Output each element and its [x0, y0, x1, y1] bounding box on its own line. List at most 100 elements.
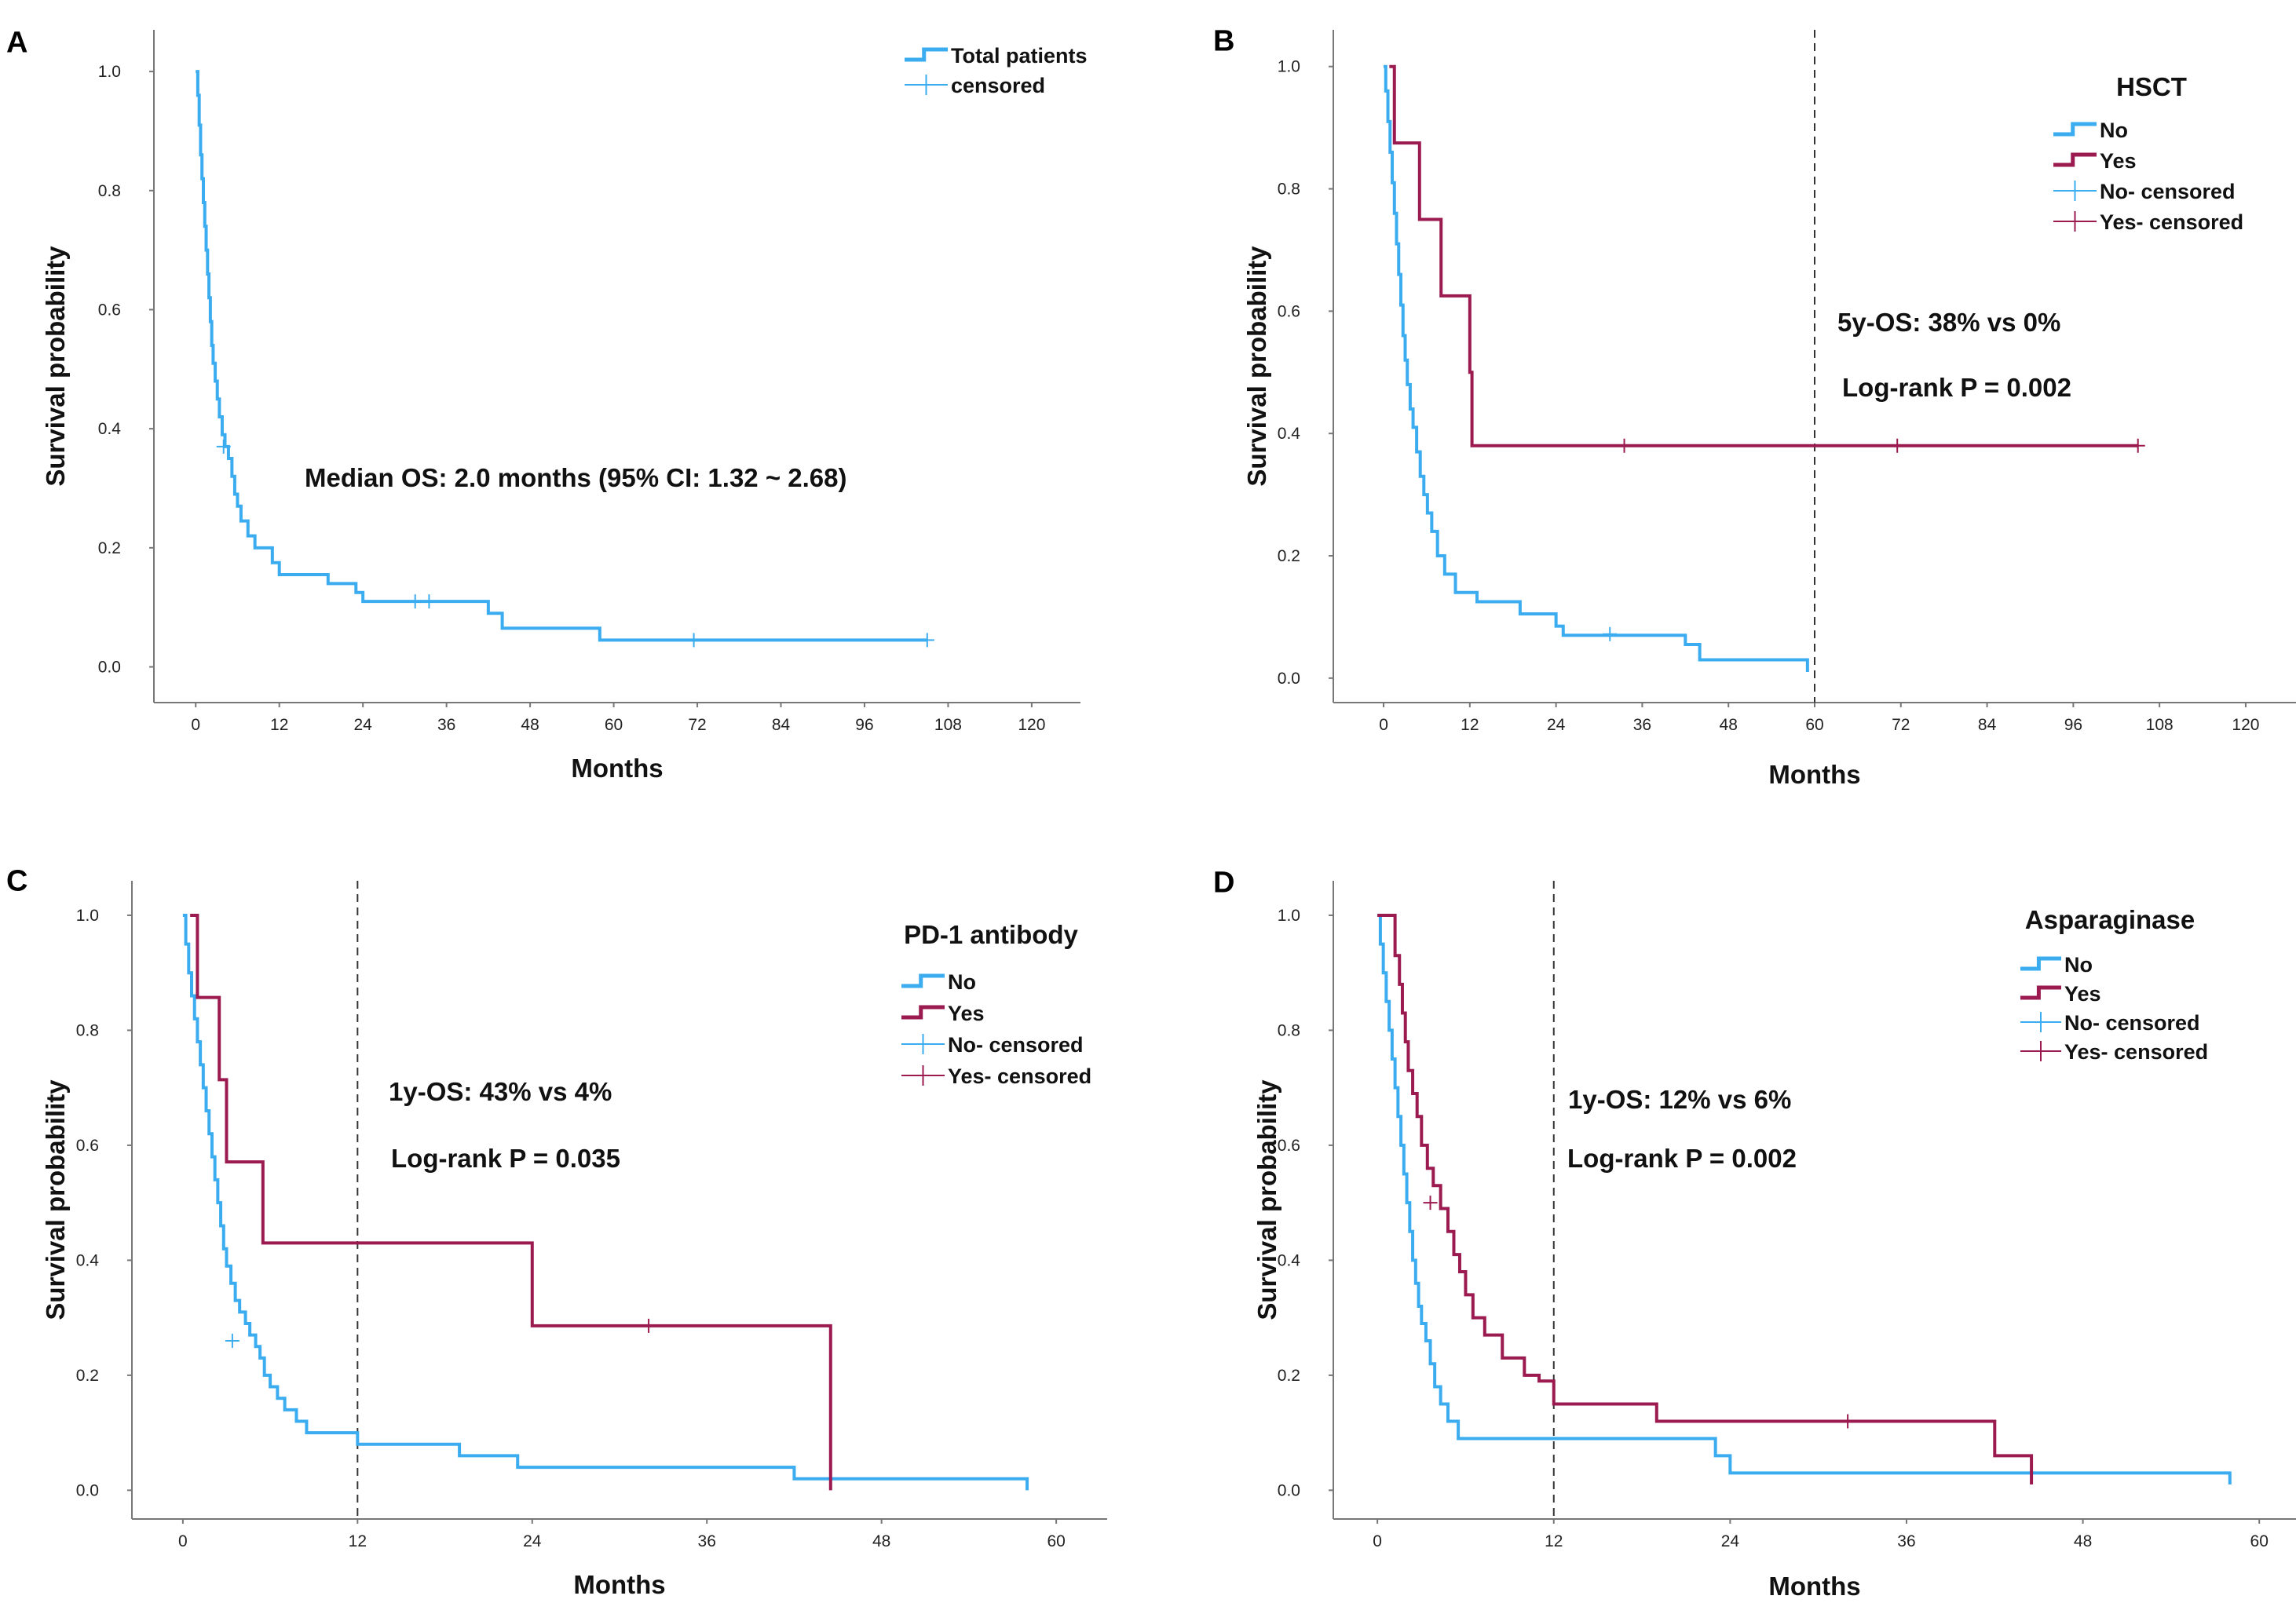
- legend-title: Asparaginase: [2025, 905, 2195, 934]
- legend-key-line: [2020, 985, 2061, 1000]
- x-tick-label: 12: [270, 716, 288, 734]
- legend-censored-label: No- censored: [2064, 1011, 2200, 1035]
- y-tick-label: 0.6: [1278, 302, 1300, 320]
- km-curve-yes: [190, 913, 832, 1491]
- censor-mark: [1617, 438, 1632, 453]
- annotation-text: 5y-OS: 38% vs 0%: [1837, 308, 2060, 337]
- panel-letter: C: [6, 864, 27, 897]
- x-tick-label: 120: [1018, 716, 1045, 734]
- legend-key-censor: [901, 1034, 945, 1054]
- x-tick-label: 96: [855, 716, 873, 734]
- x-tick-label: 84: [1978, 716, 1997, 734]
- annotation-text: 1y-OS: 43% vs 4%: [389, 1077, 612, 1106]
- x-tick-label: 24: [1721, 1532, 1740, 1550]
- censor-mark: [919, 633, 934, 648]
- km-curve-no: [182, 913, 1029, 1491]
- x-tick-label: 0: [191, 716, 200, 734]
- x-tick-label: 24: [353, 716, 372, 734]
- legend-key-line: [2053, 152, 2097, 167]
- y-tick-label: 0.8: [98, 182, 121, 200]
- panel-letter: D: [1213, 866, 1234, 899]
- censor-mark: [216, 439, 231, 454]
- y-tick-label: 0.0: [76, 1481, 99, 1499]
- y-tick-label: 1.0: [98, 63, 121, 81]
- legend-censored-label: Yes- censored: [2064, 1040, 2208, 1064]
- x-tick-label: 0: [1379, 716, 1388, 734]
- annotation-text: 1y-OS: 12% vs 6%: [1568, 1085, 1791, 1114]
- x-tick-label: 108: [934, 716, 962, 734]
- annotation-text: Log-rank P = 0.002: [1842, 373, 2071, 402]
- x-tick-label: 12: [1461, 716, 1479, 734]
- legend-label: No: [2100, 119, 2128, 142]
- legend-censored-label: Yes- censored: [2100, 210, 2243, 234]
- legend-censored-label: censored: [951, 74, 1045, 97]
- legend-key-line: [2020, 956, 2061, 971]
- y-tick-label: 1.0: [76, 907, 99, 925]
- y-tick-label: 0.6: [1278, 1137, 1300, 1155]
- x-tick-label: 36: [1633, 716, 1651, 734]
- legend-key-censor: [2020, 1012, 2061, 1032]
- panel-a: A 0.0 0.2 0.4 0.6 0.8 1.0 0 12 24 36 48 60 72 84 96 108 1…: [6, 26, 1088, 783]
- y-axis-title: Survival probability: [41, 1079, 70, 1320]
- panel-letter: B: [1213, 24, 1234, 57]
- x-tick-label: 72: [688, 716, 706, 734]
- legend-key-censor: [905, 75, 948, 95]
- censor-mark: [408, 594, 422, 609]
- y-tick-label: 1.0: [1278, 907, 1300, 925]
- y-axis-title: Survival probability: [41, 246, 70, 487]
- y-tick-label: 0.4: [1278, 1251, 1301, 1269]
- annotation-text: Log-rank P = 0.002: [1567, 1144, 1797, 1173]
- legend-key-censor: [901, 1065, 945, 1086]
- x-tick-label: 60: [1047, 1532, 1065, 1550]
- x-tick-label: 0: [1373, 1532, 1382, 1550]
- legend-key-line: [2053, 122, 2097, 137]
- legend-label: Yes: [2100, 149, 2137, 173]
- y-tick-label: 0.6: [76, 1137, 99, 1155]
- panel-d: D 0.0 0.2 0.4 0.6 0.8 1.0 0 12 24 36 48 60 Months Surv…: [1213, 866, 2296, 1601]
- panel-b: B 0.0 0.2 0.4 0.6 0.8 1.0 0 12 24 36 48 60 72 84 96 108 1…: [1213, 24, 2296, 789]
- km-curve-no: [1384, 64, 1809, 673]
- x-axis-title: Months: [571, 754, 663, 783]
- x-tick-label: 36: [437, 716, 455, 734]
- y-tick-label: 0.0: [1278, 670, 1300, 688]
- x-tick-label: 120: [2232, 716, 2259, 734]
- x-tick-label: 24: [1547, 716, 1566, 734]
- y-tick-label: 0.8: [1278, 1021, 1300, 1039]
- x-tick-label: 48: [1720, 716, 1738, 734]
- panel-letter: A: [6, 26, 27, 59]
- censor-mark: [642, 1318, 656, 1333]
- x-tick-label: 36: [698, 1532, 716, 1550]
- x-axis-title: Months: [573, 1570, 665, 1599]
- y-tick-label: 0.0: [98, 658, 121, 676]
- legend-key-line: [905, 47, 948, 62]
- y-tick-label: 0.4: [1278, 425, 1301, 443]
- y-tick-label: 0.0: [1278, 1481, 1300, 1499]
- x-tick-label: 48: [2074, 1532, 2092, 1550]
- x-tick-label: 72: [1892, 716, 1910, 734]
- x-tick-label: 60: [605, 716, 623, 734]
- y-tick-label: 1.0: [1278, 58, 1300, 76]
- y-axis-title: Survival probability: [1252, 1079, 1281, 1320]
- km-curve-total-patients: [196, 70, 927, 642]
- annotation-text: Log-rank P = 0.035: [391, 1144, 620, 1173]
- y-axis-title: Survival probability: [1242, 246, 1271, 487]
- x-tick-label: 12: [1545, 1532, 1563, 1550]
- y-tick-label: 0.2: [1278, 547, 1300, 565]
- x-tick-label: 12: [349, 1532, 367, 1550]
- x-tick-label: 60: [1805, 716, 1823, 734]
- km-curve-yes: [1377, 913, 2034, 1485]
- y-tick-label: 0.2: [98, 539, 121, 557]
- censor-mark: [1603, 626, 1618, 641]
- legend-censored-label: No- censored: [2100, 180, 2236, 203]
- censor-mark: [1841, 1414, 1855, 1429]
- censor-mark: [1423, 1196, 1438, 1210]
- y-tick-label: 0.4: [98, 420, 122, 438]
- legend-label: Yes: [948, 1002, 985, 1025]
- legend-key-censor: [2053, 211, 2097, 232]
- legend-key-censor: [2053, 181, 2097, 201]
- x-axis-title: Months: [1768, 760, 1860, 789]
- legend-key-censor: [2020, 1041, 2061, 1061]
- km-curve-yes: [1389, 64, 2138, 447]
- panel-c: C 0.0 0.2 0.4 0.6 0.8 1.0 0 12 24 36 48 60 Months Surv…: [6, 864, 1107, 1599]
